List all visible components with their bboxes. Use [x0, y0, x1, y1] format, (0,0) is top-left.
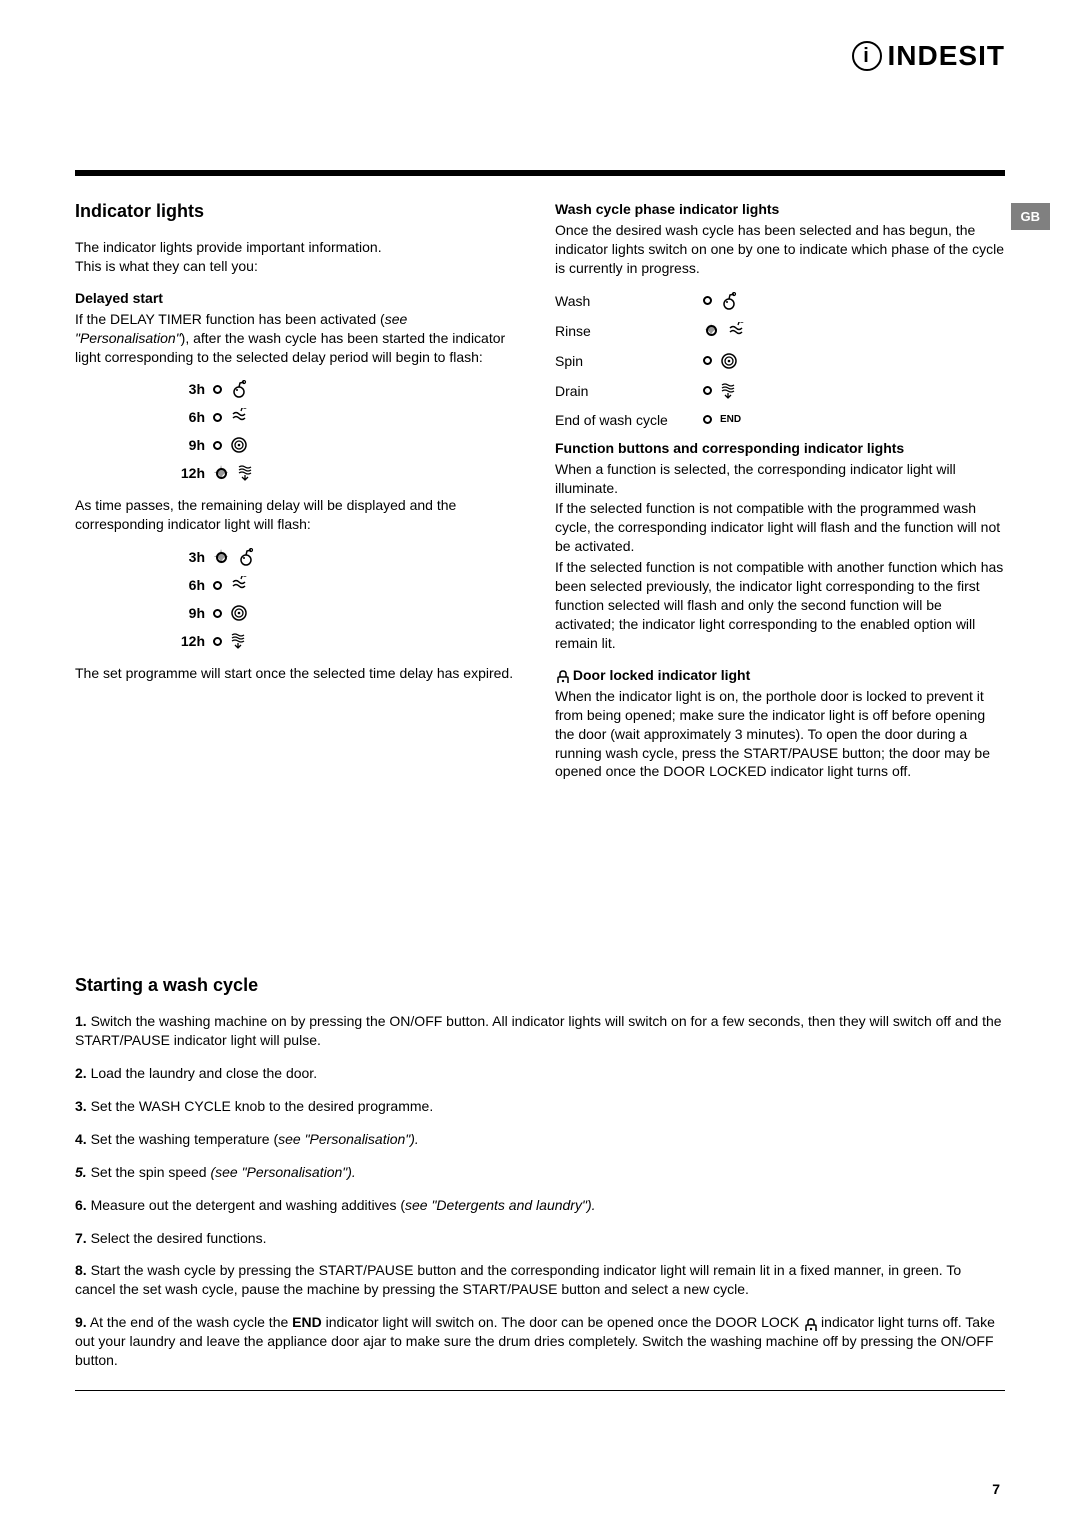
step-8: 8. Start the wash cycle by pressing the … [75, 1261, 1005, 1299]
led-icon [213, 581, 222, 590]
indicator-lights-heading: Indicator lights [75, 201, 525, 222]
spin-icon [230, 436, 248, 454]
wash-icon [720, 292, 738, 310]
led-icon [213, 637, 222, 646]
rinse-icon [230, 408, 248, 426]
led-icon [703, 356, 712, 365]
step-7: 7. Select the desired functions. [75, 1229, 1005, 1248]
wash-icon [237, 548, 255, 566]
phase-list: Wash Rinse Spin Drain End of wash cycle [555, 292, 1005, 428]
delay-row: 3h [175, 380, 525, 398]
brand-icon: i [852, 41, 882, 71]
delayed-start-body2: As time passes, the remaining delay will… [75, 496, 525, 534]
door-locked-title: Door locked indicator light [555, 667, 1005, 683]
wash-phase-intro: Once the desired wash cycle has been sel… [555, 221, 1005, 278]
footer-rule [75, 1390, 1005, 1391]
phase-row: Wash [555, 292, 1005, 310]
led-flash-icon [213, 549, 229, 565]
locale-badge: GB [1011, 203, 1051, 230]
delay-row: 9h [175, 604, 525, 622]
drain-icon [230, 632, 248, 650]
step-3: 3. Set the WASH CYCLE knob to the desire… [75, 1097, 1005, 1116]
function-buttons-p3: If the selected function is not compatib… [555, 558, 1005, 652]
phase-row: Spin [555, 352, 1005, 370]
indicator-lights-intro: The indicator lights provide important i… [75, 238, 525, 276]
step-4: 4. Set the washing temperature (see "Per… [75, 1130, 1005, 1149]
rinse-icon [727, 322, 745, 340]
spin-icon [230, 604, 248, 622]
led-icon [703, 296, 712, 305]
led-icon [213, 609, 222, 618]
left-column: Indicator lights The indicator lights pr… [75, 201, 525, 795]
brand-text: INDESIT [888, 40, 1005, 72]
delayed-start-title: Delayed start [75, 290, 525, 306]
led-icon [703, 415, 712, 424]
led-icon [213, 413, 222, 422]
delay-row: 12h [175, 464, 525, 482]
led-flash-icon [703, 323, 719, 339]
delay-row: 12h [175, 632, 525, 650]
wash-phase-title: Wash cycle phase indicator lights [555, 201, 1005, 217]
rinse-icon [230, 576, 248, 594]
lock-icon [555, 669, 569, 683]
drain-icon [237, 464, 255, 482]
led-icon [703, 386, 712, 395]
starting-heading: Starting a wash cycle [75, 975, 1005, 996]
step-1: 1. Switch the washing machine on by pres… [75, 1012, 1005, 1050]
delay-list-2: 3h 6h 9h 12h [75, 548, 525, 650]
delay-row: 6h [175, 408, 525, 426]
delay-row: 3h [175, 548, 525, 566]
phase-row: End of wash cycle END [555, 412, 1005, 428]
led-flash-icon [213, 465, 229, 481]
led-icon [213, 385, 222, 394]
drain-icon [720, 382, 738, 400]
step-5: 5. Set the spin speed (see "Personalisat… [75, 1163, 1005, 1182]
step-2: 2. Load the laundry and close the door. [75, 1064, 1005, 1083]
two-column-layout: Indicator lights The indicator lights pr… [75, 201, 1005, 795]
delay-row: 9h [175, 436, 525, 454]
function-buttons-p2: If the selected function is not compatib… [555, 499, 1005, 556]
delay-list-1: 3h 6h 9h 12h [75, 380, 525, 482]
lock-icon [803, 1317, 817, 1331]
step-9: 9. At the end of the wash cycle the END … [75, 1313, 1005, 1370]
phase-row: Rinse [555, 322, 1005, 340]
brand-logo: i INDESIT [852, 40, 1005, 72]
delayed-start-body1: If the DELAY TIMER function has been act… [75, 310, 525, 367]
phase-row: Drain [555, 382, 1005, 400]
spin-icon [720, 352, 738, 370]
delay-row: 6h [175, 576, 525, 594]
starting-section: Starting a wash cycle 1. Switch the wash… [75, 975, 1005, 1391]
step-6: 6. Measure out the detergent and washing… [75, 1196, 1005, 1215]
door-locked-body: When the indicator light is on, the port… [555, 687, 1005, 781]
page-number: 7 [992, 1481, 1000, 1497]
function-buttons-p1: When a function is selected, the corresp… [555, 460, 1005, 498]
function-buttons-title: Function buttons and corresponding indic… [555, 440, 1005, 456]
right-column: Wash cycle phase indicator lights Once t… [555, 201, 1005, 795]
header-rule [75, 170, 1005, 176]
delayed-start-body3: The set programme will start once the se… [75, 664, 525, 683]
led-icon [213, 441, 222, 450]
wash-icon [230, 380, 248, 398]
end-label: END [720, 414, 741, 425]
